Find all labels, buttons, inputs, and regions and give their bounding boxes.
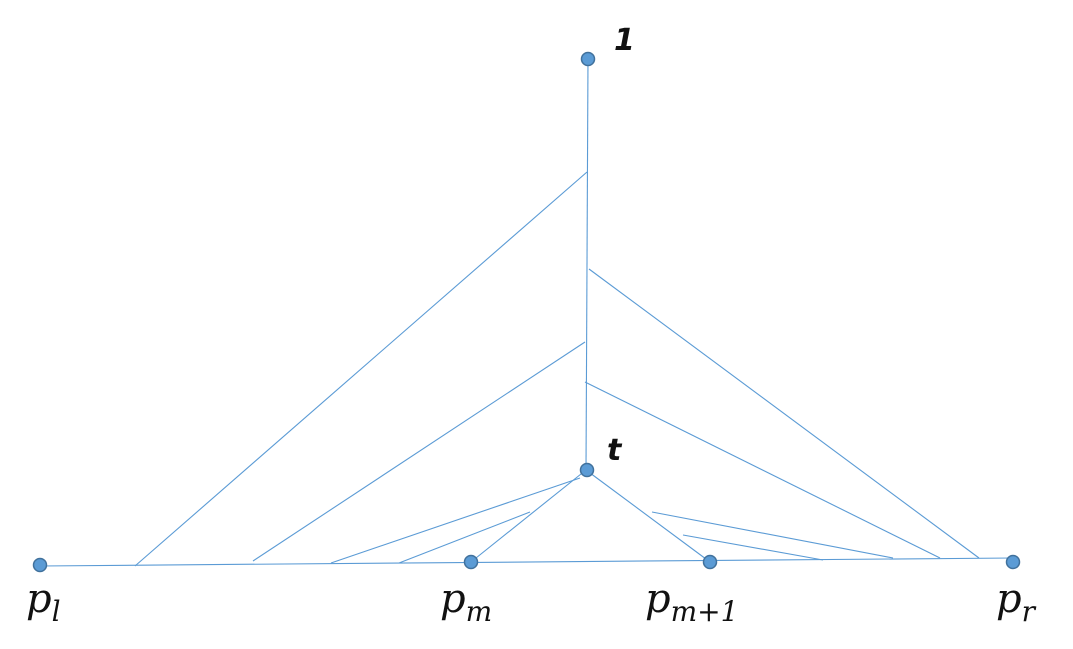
t-right-fan-1 xyxy=(651,511,894,559)
node-pl xyxy=(32,557,48,573)
node-root xyxy=(580,51,596,67)
label-pm: pm xyxy=(440,576,492,628)
label-t: t xyxy=(607,433,623,468)
left-edge-upper xyxy=(134,171,588,567)
t-left-fan-1 xyxy=(330,477,581,564)
t-to-pm-edge xyxy=(470,469,587,563)
node-pm1 xyxy=(702,554,718,570)
label-root: 1 xyxy=(614,23,635,58)
baseline-edge xyxy=(39,557,1014,567)
label-pl: pl xyxy=(26,576,61,628)
right-edge-middle xyxy=(584,381,941,559)
label-pr: pr xyxy=(996,576,1037,628)
node-pm xyxy=(463,554,479,570)
trunk-edge xyxy=(585,57,589,471)
right-edge-upper xyxy=(588,268,980,559)
t-to-pm1-edge xyxy=(585,469,711,563)
node-pr xyxy=(1005,554,1021,570)
left-edge-middle xyxy=(252,341,586,562)
node-t xyxy=(579,462,595,478)
t-left-fan-2 xyxy=(398,511,531,564)
t-right-fan-2 xyxy=(682,534,824,561)
label-pm1: pm+1 xyxy=(645,576,738,628)
